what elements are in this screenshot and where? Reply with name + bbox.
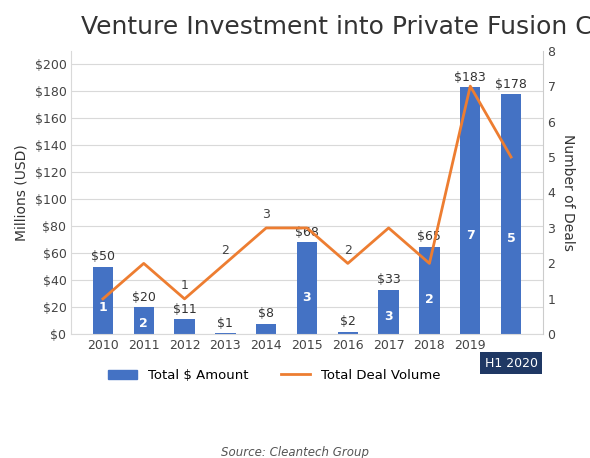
Bar [175,320,195,334]
Text: $33: $33 [377,273,401,286]
Text: Venture Investment into Private Fusion Companies: Venture Investment into Private Fusion C… [81,15,590,39]
Bar [419,246,440,334]
Text: H1 2020: H1 2020 [484,356,537,370]
Text: 3: 3 [303,291,312,304]
Text: $65: $65 [418,230,441,243]
Bar [378,290,399,334]
Text: 1: 1 [99,301,107,314]
Legend: Total $ Amount, Total Deal Volume: Total $ Amount, Total Deal Volume [103,364,445,387]
Text: $68: $68 [295,226,319,239]
Text: 2: 2 [139,317,148,330]
Text: $20: $20 [132,291,156,304]
Text: $8: $8 [258,307,274,320]
Text: $178: $178 [495,77,527,91]
Y-axis label: Number of Deals: Number of Deals [561,134,575,251]
Bar [256,323,276,334]
Text: 2: 2 [425,293,434,305]
Text: $11: $11 [173,303,196,316]
Bar [501,94,522,334]
Bar [133,307,154,334]
Text: $1: $1 [218,316,233,330]
Text: 3: 3 [384,310,393,323]
Text: 5: 5 [507,232,516,245]
Text: 1: 1 [181,279,188,292]
Bar [460,87,480,334]
Text: 2: 2 [221,244,230,256]
Text: $2: $2 [340,315,356,328]
Text: $50: $50 [91,251,115,263]
Text: $183: $183 [454,71,486,84]
Bar [297,242,317,334]
Bar [93,267,113,334]
Bar [337,332,358,334]
Y-axis label: Millions (USD): Millions (USD) [15,144,29,241]
Bar [215,333,235,334]
Text: Source: Cleantech Group: Source: Cleantech Group [221,446,369,458]
Text: 3: 3 [262,208,270,221]
Text: 2: 2 [344,244,352,256]
Text: 7: 7 [466,229,474,242]
